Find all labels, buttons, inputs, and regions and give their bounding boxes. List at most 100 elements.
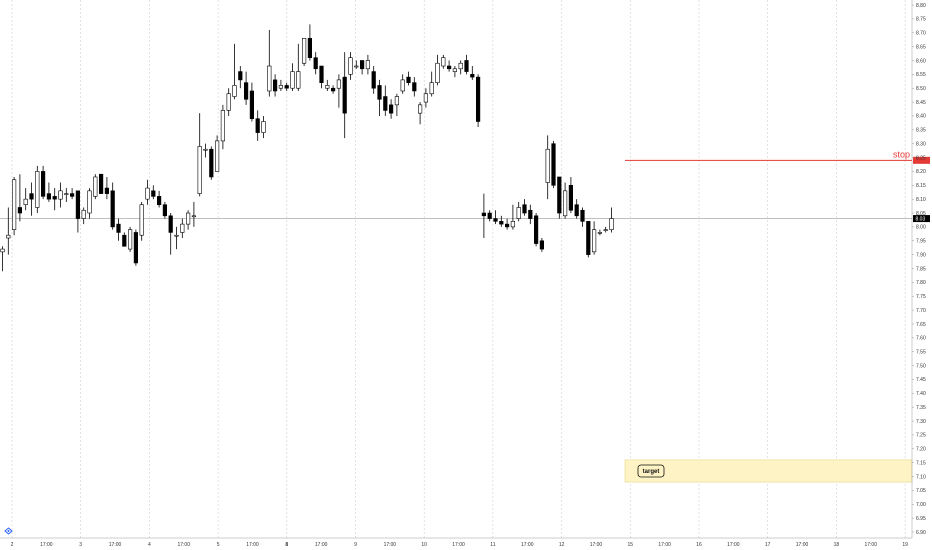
candle-body: [104, 187, 109, 194]
candle-body: [568, 184, 573, 211]
y-axis-ticks: 6.90 6.95 7.00 7.05 7.10 7.15 7.20 7.25 7.30 7.35…: [912, 3, 926, 536]
candle-body: [354, 65, 359, 68]
candle-body: [458, 62, 463, 70]
candle-body: [441, 57, 446, 67]
y-tick-label: 7.40: [916, 391, 926, 397]
y-tick-label: 7.95: [916, 239, 926, 245]
candle-body: [470, 74, 475, 78]
tradingview-logo-icon[interactable]: [4, 527, 13, 535]
candle-body: [244, 82, 249, 100]
candle-body: [435, 62, 440, 83]
x-tick-label: 17:00: [521, 542, 534, 548]
x-tick-label: 5: [217, 542, 220, 548]
candle-body: [6, 234, 11, 239]
candle-body: [23, 198, 28, 206]
y-tick-label: 8.75: [916, 17, 926, 23]
candle-body: [162, 204, 168, 217]
y-tick-label: 8.60: [916, 58, 926, 64]
candle-body: [272, 79, 278, 92]
candles: [0, 24, 614, 272]
y-tick-label: 8.35: [916, 128, 926, 134]
x-tick-label: 17:00: [452, 542, 465, 548]
candle-body: [545, 148, 550, 183]
candle-body: [0, 248, 5, 253]
candle-body: [70, 193, 75, 197]
candle-body: [371, 71, 376, 89]
y-tick-label: 7.35: [916, 405, 926, 411]
candle-body: [81, 209, 86, 219]
y-tick-label: 6.90: [916, 530, 926, 536]
candle-body: [12, 179, 17, 230]
stop-label: stop: [893, 149, 910, 159]
x-axis-ticks: 2 17:00 3 17:00 4 17:00 5 17:00 8 17:00 9 17:00 10 17…: [11, 542, 908, 548]
y-tick-label: 7.70: [916, 308, 926, 314]
y-tick-label: 8.20: [916, 169, 926, 175]
candle-body: [168, 215, 173, 233]
candle-body: [330, 87, 336, 92]
current-price-badge: 8.03: [913, 215, 930, 222]
candle-body: [191, 215, 197, 218]
y-tick-label: 7.00: [916, 502, 926, 508]
x-tick-label: 8: [285, 542, 288, 548]
candle-body: [174, 234, 179, 237]
candle-body: [383, 96, 388, 111]
y-tick-label: 8.50: [916, 86, 926, 92]
target-zone[interactable]: target: [624, 459, 913, 483]
candle-body: [551, 143, 556, 186]
candle-body: [412, 82, 417, 92]
candle-body: [238, 71, 243, 81]
target-box[interactable]: [624, 459, 913, 483]
candle-body: [197, 146, 202, 194]
x-tick-label: 17:00: [40, 542, 53, 548]
x-tick-label: 16: [696, 542, 702, 548]
candle-body: [29, 193, 34, 200]
candle-body: [180, 223, 185, 233]
current-price-badge-box: [913, 215, 930, 223]
candle-body: [99, 173, 104, 194]
candle-body: [40, 171, 46, 197]
x-tick-label: 17:00: [658, 542, 671, 548]
candle-body: [336, 79, 342, 89]
y-tick-label: 7.10: [916, 474, 926, 480]
candle-body: [319, 65, 324, 83]
candle-body: [342, 76, 347, 114]
candle-body: [516, 207, 521, 219]
y-tick-label: 7.55: [916, 350, 926, 356]
candle-body: [562, 190, 568, 217]
candle-body: [377, 85, 382, 100]
candle-body: [64, 193, 69, 195]
candle-body: [75, 190, 80, 219]
candle-body: [215, 140, 220, 172]
candle-body: [110, 190, 115, 228]
target-label: target: [643, 469, 660, 475]
candle-body: [313, 57, 318, 70]
candle-body: [388, 104, 394, 114]
x-tick-label: 17: [765, 542, 771, 548]
candle-body: [17, 207, 23, 214]
candle-body: [406, 76, 411, 83]
candle-body: [475, 76, 481, 122]
candle-body: [267, 65, 272, 92]
x-tick-label: 17:00: [727, 542, 740, 548]
candle-body: [116, 223, 121, 233]
y-tick-label: 7.15: [916, 460, 926, 466]
candle-body: [609, 218, 614, 230]
candle-body: [574, 204, 579, 217]
candle-body: [186, 212, 191, 225]
x-tick-label: 11: [490, 542, 495, 548]
candle-body: [290, 71, 295, 89]
y-tick-label: 7.90: [916, 252, 926, 258]
candle-body: [220, 110, 226, 142]
candle-body: [522, 204, 527, 214]
current-price-label: 8.03: [916, 216, 926, 222]
candle-body: [52, 196, 57, 200]
stop-line-group[interactable]: stop: [625, 149, 930, 164]
y-tick-label: 8.80: [916, 3, 926, 9]
x-tick-label: 4: [148, 542, 151, 548]
candle-body: [365, 60, 371, 70]
y-tick-label: 8.15: [916, 183, 926, 189]
x-tick-label: 3: [79, 542, 82, 548]
x-tick-label: 10: [421, 542, 427, 548]
y-tick-label: 8.65: [916, 44, 926, 50]
candle-body: [128, 229, 133, 250]
